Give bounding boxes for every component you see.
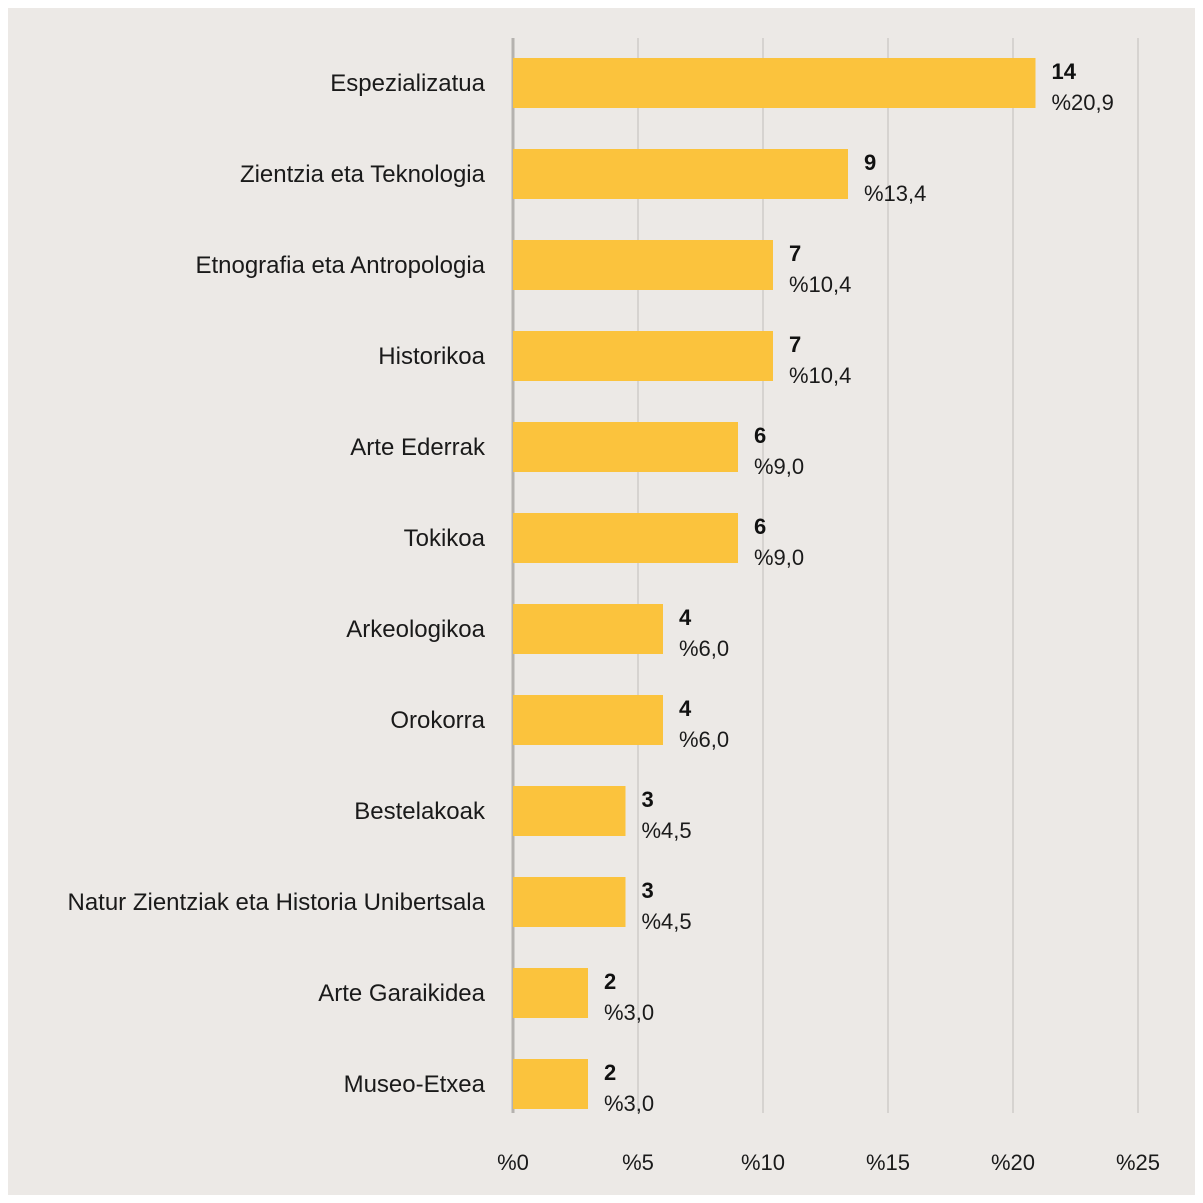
category-label: Orokorra: [390, 707, 485, 734]
category-label: Historikoa: [378, 343, 485, 370]
category-label: Museo-Etxea: [344, 1071, 486, 1098]
count-label: 4: [679, 605, 692, 630]
bar: [513, 240, 773, 290]
category-label: Arkeologikoa: [346, 616, 485, 643]
category-label: Tokikoa: [404, 525, 486, 552]
count-label: 3: [642, 878, 654, 903]
percent-label: %20,9: [1052, 90, 1114, 115]
bar: [513, 968, 588, 1018]
count-label: 3: [642, 787, 654, 812]
category-label: Natur Zientziak eta Historia Unibertsala: [67, 889, 485, 916]
x-tick-label: %20: [991, 1150, 1035, 1175]
x-tick-label: %5: [622, 1150, 654, 1175]
count-label: 6: [754, 423, 766, 448]
percent-label: %9,0: [754, 545, 804, 570]
bars: [513, 58, 1036, 1109]
percent-label: %10,4: [789, 272, 851, 297]
percent-label: %10,4: [789, 363, 851, 388]
count-label: 2: [604, 969, 616, 994]
count-label: 2: [604, 1060, 616, 1085]
category-label: Bestelakoak: [354, 798, 486, 825]
category-label: Zientzia eta Teknologia: [240, 161, 486, 188]
chart-panel: Espezializatua Zientzia eta Teknologia Etn…: [8, 8, 1195, 1195]
count-label: 14: [1052, 59, 1077, 84]
grid-lines: [637, 38, 1139, 1113]
percent-label: %3,0: [604, 1091, 654, 1116]
bar: [513, 786, 626, 836]
percent-label: %4,5: [642, 818, 692, 843]
percent-label: %9,0: [754, 454, 804, 479]
bar: [513, 1059, 588, 1109]
category-label: Arte Garaikidea: [318, 980, 485, 1007]
percent-label: %13,4: [864, 181, 926, 206]
percent-label: %3,0: [604, 1000, 654, 1025]
count-label: 6: [754, 514, 766, 539]
percent-label: %4,5: [642, 909, 692, 934]
bar: [513, 877, 626, 927]
bar-chart: Espezializatua Zientzia eta Teknologia Etn…: [67, 38, 1160, 1175]
x-tick-label: %10: [741, 1150, 785, 1175]
x-tick-labels: %0 %5 %10 %15 %20 %25: [497, 1150, 1160, 1175]
bar: [513, 604, 663, 654]
category-labels: Espezializatua Zientzia eta Teknologia Etn…: [67, 70, 486, 1098]
count-label: 7: [789, 241, 801, 266]
bar: [513, 149, 848, 199]
percent-label: %6,0: [679, 636, 729, 661]
category-label: Etnografia eta Antropologia: [195, 252, 485, 279]
category-label: Arte Ederrak: [350, 434, 486, 461]
value-labels: 14 %20,9 9 %13,4 7 %10,4 7 %10,4 6 %9,0 6 %9,0 4 %6,0…: [604, 59, 1114, 1116]
percent-label: %6,0: [679, 727, 729, 752]
category-label: Espezializatua: [330, 70, 485, 97]
bar: [513, 58, 1036, 108]
x-tick-label: %0: [497, 1150, 529, 1175]
x-tick-label: %15: [866, 1150, 910, 1175]
bar: [513, 695, 663, 745]
count-label: 4: [679, 696, 692, 721]
x-tick-label: %25: [1116, 1150, 1160, 1175]
bar: [513, 422, 738, 472]
count-label: 7: [789, 332, 801, 357]
bar: [513, 513, 738, 563]
count-label: 9: [864, 150, 876, 175]
bar: [513, 331, 773, 381]
